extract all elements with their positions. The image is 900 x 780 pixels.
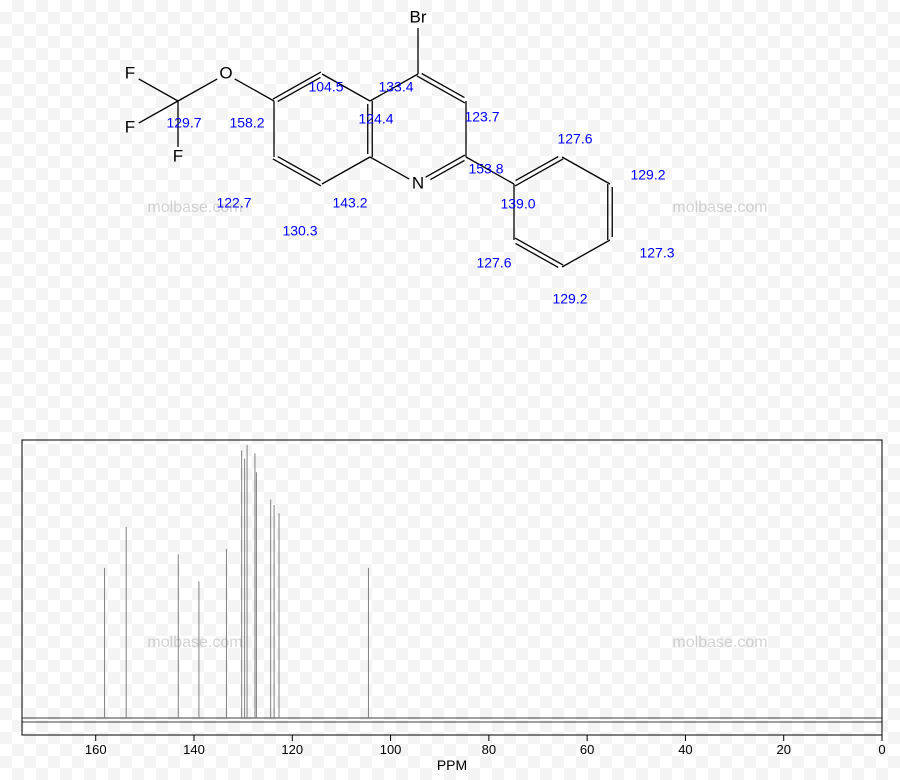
bond bbox=[278, 157, 321, 181]
bond bbox=[430, 160, 464, 179]
chemical-shift-label: 127.3 bbox=[639, 245, 674, 261]
x-tick-label: 120 bbox=[281, 742, 303, 757]
atom-label: F bbox=[125, 63, 135, 82]
bond bbox=[422, 74, 465, 98]
chemical-shift-label: 124.4 bbox=[358, 111, 393, 127]
chemical-shift-label: 133.4 bbox=[378, 79, 413, 95]
x-tick-label: 60 bbox=[580, 742, 594, 757]
bond bbox=[426, 155, 465, 177]
chemical-shift-label: 130.3 bbox=[282, 223, 317, 239]
bond bbox=[516, 157, 559, 181]
chemical-shift-label: 129.2 bbox=[552, 291, 587, 307]
bond bbox=[178, 79, 217, 101]
x-tick-label: 160 bbox=[85, 742, 107, 757]
bond bbox=[235, 79, 274, 101]
atom-label: N bbox=[412, 173, 424, 192]
bond bbox=[562, 240, 610, 267]
bond bbox=[515, 159, 563, 186]
x-tick-label: 40 bbox=[678, 742, 692, 757]
chemical-shift-label: 129.2 bbox=[630, 167, 665, 183]
atom-label: Br bbox=[410, 7, 427, 26]
watermark: molbase.com bbox=[672, 634, 767, 651]
chemical-shift-label: 123.7 bbox=[464, 109, 499, 125]
chemical-shift-label: 127.6 bbox=[557, 131, 592, 147]
x-tick-label: 20 bbox=[776, 742, 790, 757]
bond bbox=[139, 79, 178, 101]
chemical-shift-label: 143.2 bbox=[332, 195, 367, 211]
bond bbox=[273, 159, 321, 186]
atom-label: O bbox=[219, 63, 232, 82]
x-tick-label: 140 bbox=[183, 742, 205, 757]
x-tick-label: 100 bbox=[380, 742, 402, 757]
x-tick-label: 0 bbox=[878, 742, 885, 757]
bond bbox=[370, 157, 409, 179]
bond bbox=[562, 157, 610, 184]
bond bbox=[417, 76, 465, 103]
chemical-shift-label: 139.0 bbox=[500, 196, 535, 212]
chemical-shift-label: 153.8 bbox=[468, 161, 503, 177]
x-tick-label: 80 bbox=[482, 742, 496, 757]
atom-label: F bbox=[173, 146, 183, 165]
chemical-shift-label: 158.2 bbox=[229, 115, 264, 131]
chemical-shift-label: 129.7 bbox=[166, 115, 201, 131]
spectrum-frame bbox=[22, 440, 882, 735]
bond bbox=[515, 238, 563, 265]
bond bbox=[516, 243, 559, 267]
watermark: molbase.com bbox=[672, 199, 767, 216]
watermark: molbase.com bbox=[147, 634, 242, 651]
chemical-shift-label: 122.7 bbox=[216, 195, 251, 211]
chemical-shift-label: 104.5 bbox=[308, 79, 343, 95]
x-axis-label: PPM bbox=[437, 757, 467, 773]
atom-label: F bbox=[125, 117, 135, 136]
figure-canvas: molbase.commolbase.commolbase.commolbase… bbox=[0, 0, 900, 780]
bond bbox=[322, 157, 370, 184]
chemical-shift-label: 127.6 bbox=[476, 255, 511, 271]
